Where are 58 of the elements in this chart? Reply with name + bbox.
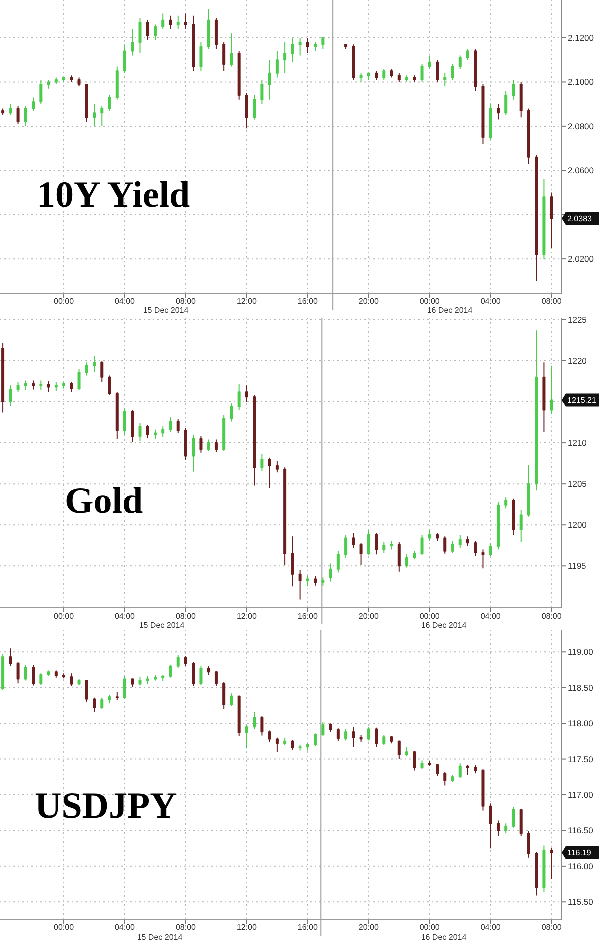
x-tick-label: 04:00 <box>114 923 136 932</box>
y-tick-label: 1225 <box>568 314 588 325</box>
y-tick-label: 2.0800 <box>568 121 594 132</box>
y-tick-label: 115.50 <box>568 897 594 908</box>
text: 16 Dec 2014 <box>427 306 474 315</box>
y-tick-label: 119.00 <box>568 647 594 658</box>
x-tick-label: 12:00 <box>236 923 258 932</box>
y-tick-label: 1220 <box>568 356 588 366</box>
annotation: 15 Dec 2014 <box>139 621 186 630</box>
x-tick-label: 12:00 <box>236 612 258 621</box>
y-tick-label: 2.1000 <box>568 77 594 88</box>
y-tick-label: 2.1200 <box>568 32 594 43</box>
x-tick-label: 04:00 <box>114 612 136 621</box>
x-tick-label: 04:00 <box>480 612 502 621</box>
y-tick-label: 2.0200 <box>568 254 594 264</box>
text: 10Y Yield <box>37 175 191 216</box>
x-tick-label: 00:00 <box>420 612 440 621</box>
x-tick-label: 00:00 <box>54 923 75 932</box>
text: USDJPY <box>35 786 178 827</box>
y-tick-label: 117.00 <box>568 790 594 800</box>
y-tick-label: 1195 <box>568 561 587 572</box>
x-tick-label: 04:00 <box>114 297 136 306</box>
annotation: 1215.21 <box>568 396 597 406</box>
annotation: 2.0383 <box>568 214 593 224</box>
text: 15 Dec 2014 <box>137 933 184 942</box>
x-tick-label: 00:00 <box>54 297 75 306</box>
x-tick-label: 08:00 <box>176 923 197 932</box>
x-tick-label: 16:00 <box>298 923 318 932</box>
y-tick-label: 2.0600 <box>568 166 594 176</box>
y-tick-label: 118.50 <box>568 682 594 693</box>
x-tick-label: 08:00 <box>176 612 197 621</box>
y-tick-label: 118.00 <box>568 718 594 729</box>
y-tick-label: 117.50 <box>568 754 594 764</box>
x-tick-label: 08:00 <box>542 923 562 932</box>
x-tick-label: 16:00 <box>298 297 318 306</box>
text: 16 Dec 2014 <box>421 933 468 942</box>
x-tick-label: 20:00 <box>358 923 380 932</box>
annotation: 116.19 <box>568 848 592 858</box>
x-tick-label: 12:00 <box>236 297 258 306</box>
x-tick-label: 20:00 <box>358 612 380 621</box>
y-tick-label: 116.00 <box>568 861 594 872</box>
text: Gold <box>65 481 144 522</box>
x-tick-label: 00:00 <box>420 923 440 932</box>
x-tick-label: 08:00 <box>542 612 562 621</box>
x-tick-label: 00:00 <box>420 297 440 306</box>
x-tick-label: 08:00 <box>542 297 562 306</box>
x-tick-label: 04:00 <box>480 923 502 932</box>
text: 15 Dec 2014 <box>143 306 190 315</box>
x-tick-label: 08:00 <box>176 297 197 306</box>
x-tick-label: 04:00 <box>480 297 502 306</box>
y-tick-label: 1200 <box>568 520 588 530</box>
x-tick-label: 20:00 <box>358 297 380 306</box>
annotation: 16 Dec 2014 <box>421 621 468 630</box>
x-tick-label: 16:00 <box>298 612 318 621</box>
y-tick-label: 1205 <box>568 479 588 490</box>
x-tick-label: 00:00 <box>54 612 75 621</box>
y-tick-label: 1210 <box>568 438 588 448</box>
y-tick-label: 116.50 <box>568 826 594 836</box>
